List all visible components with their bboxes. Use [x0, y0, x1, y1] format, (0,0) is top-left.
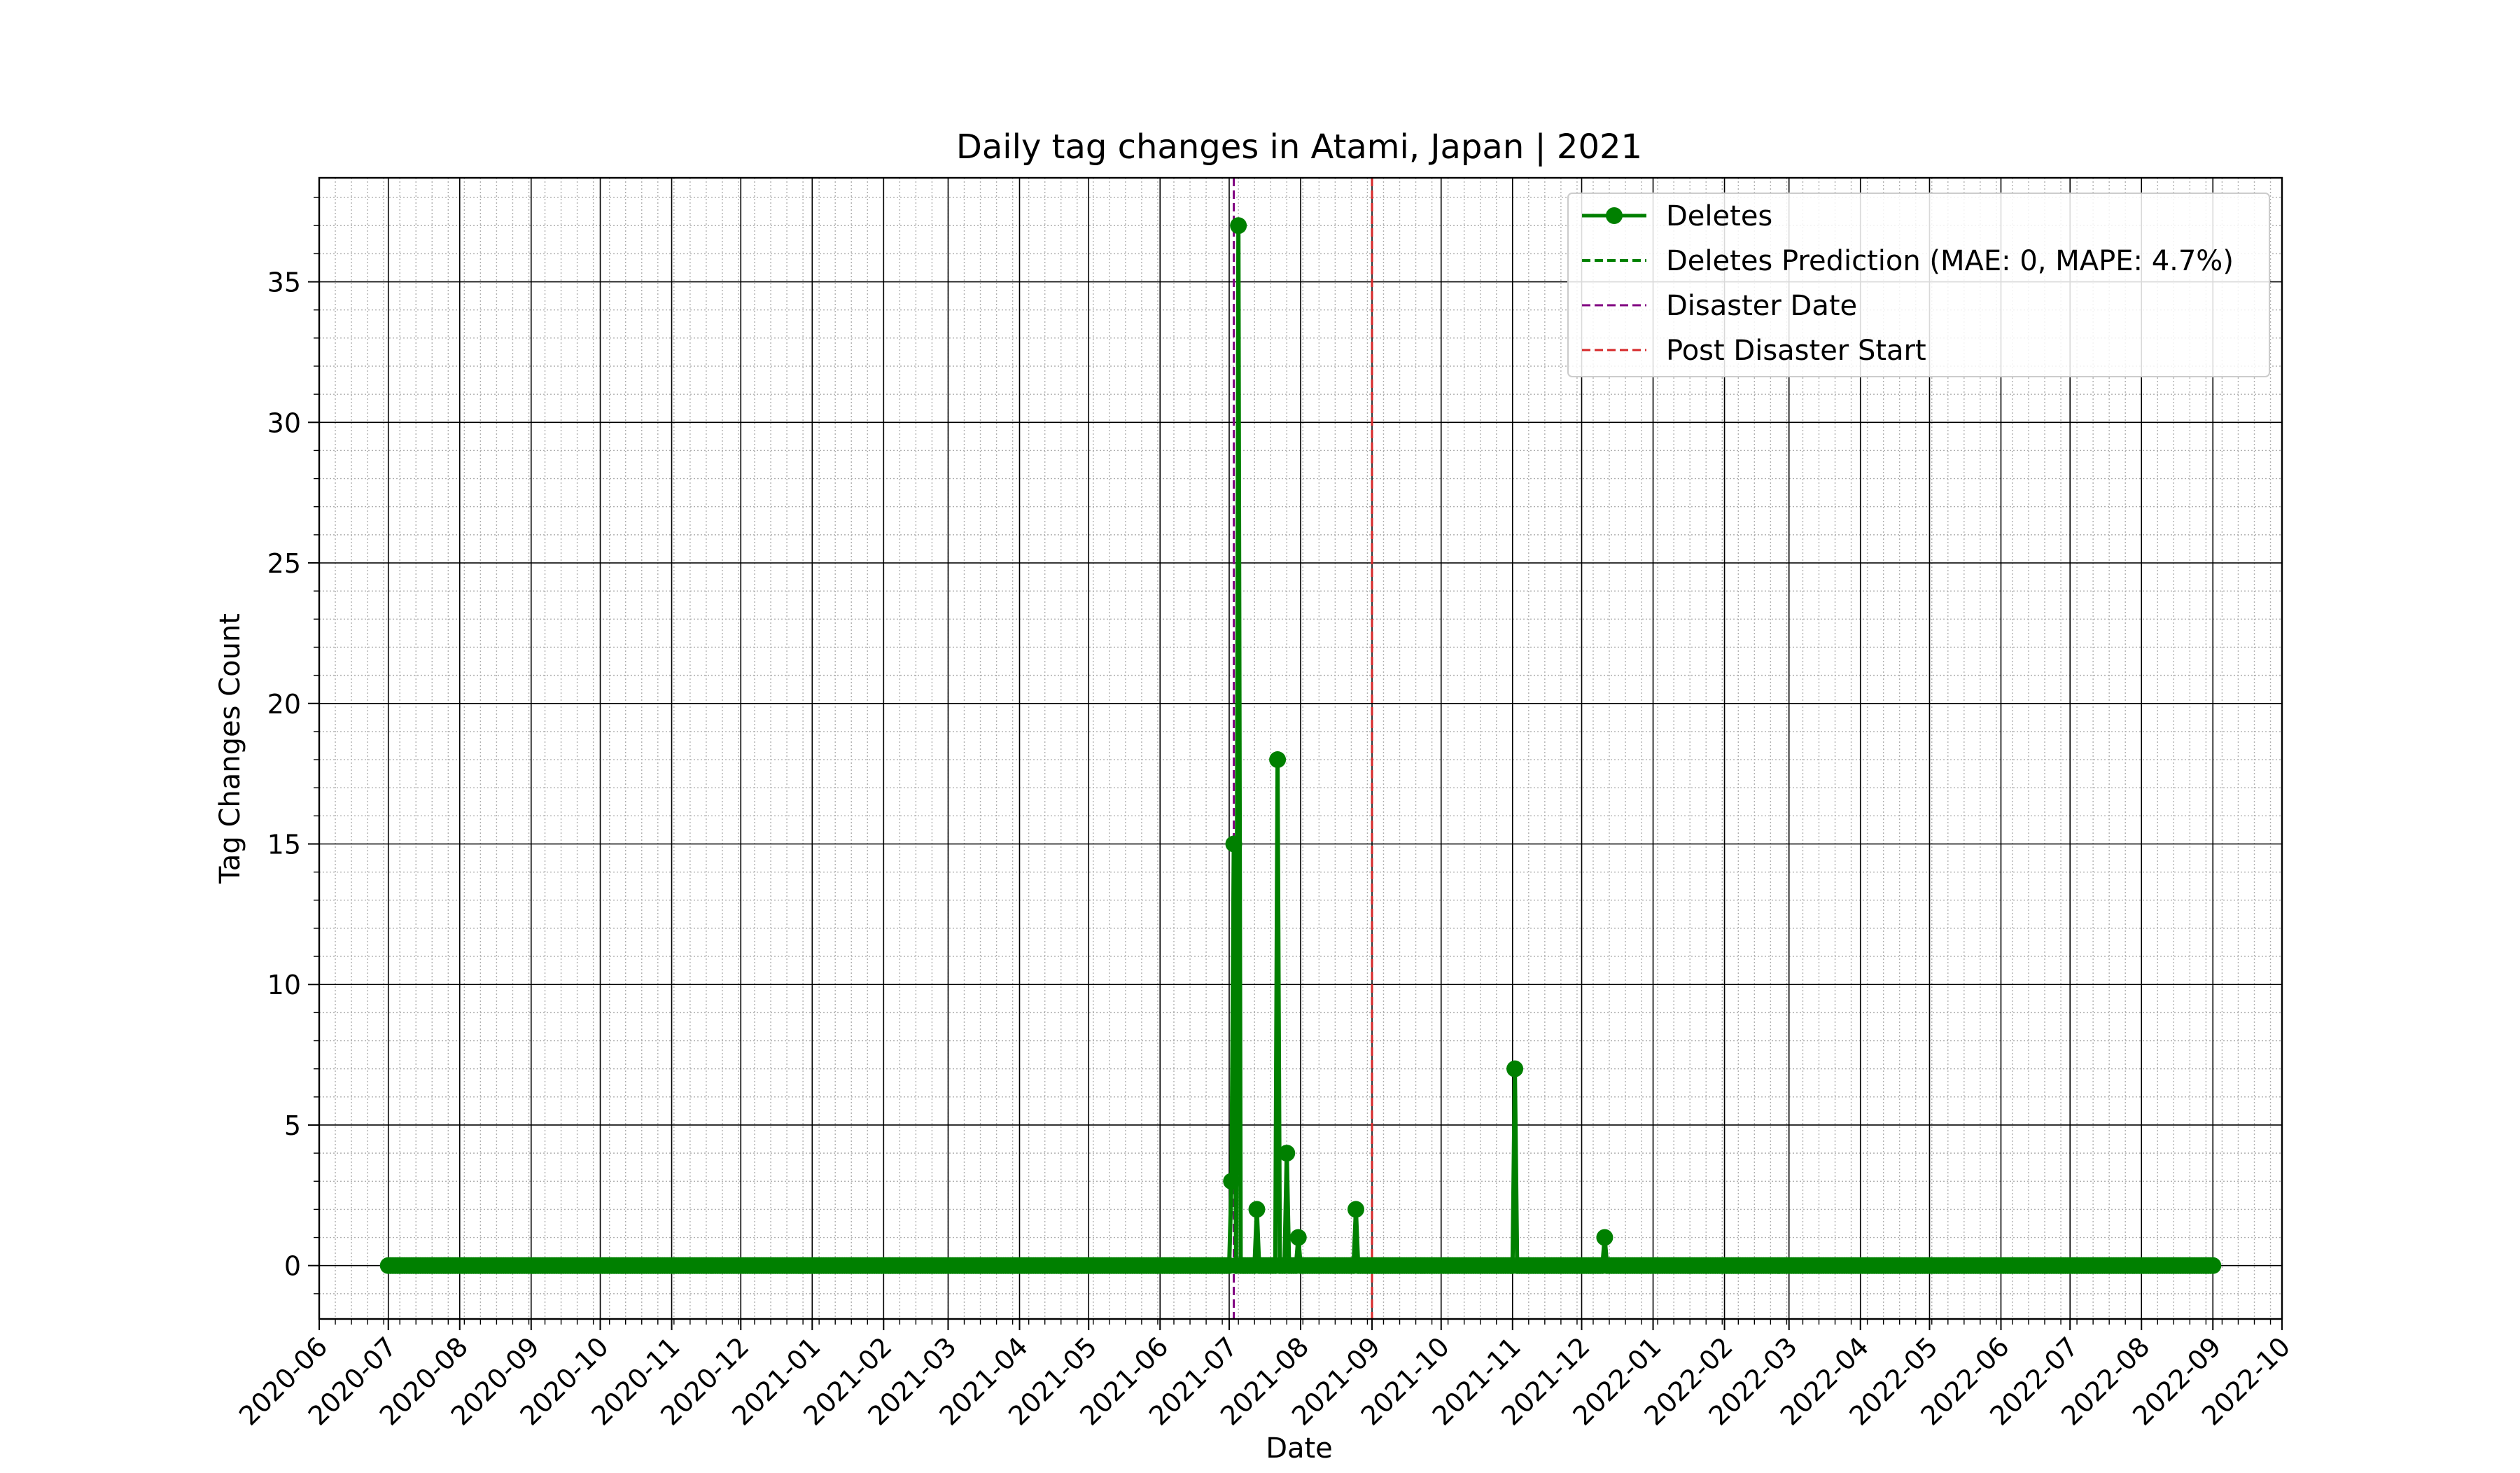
data-point — [1506, 1060, 1524, 1077]
y-tick-label: 20 — [267, 689, 301, 720]
y-tick-label: 15 — [267, 830, 301, 860]
series — [379, 217, 2222, 1274]
y-tick-label: 5 — [284, 1110, 301, 1141]
y-tick-label: 25 — [267, 548, 301, 579]
data-point — [1248, 1201, 1266, 1218]
data-point — [1347, 1201, 1364, 1218]
legend: Deletes Deletes Prediction (MAE: 0, MAPE:… — [1567, 193, 2270, 377]
data-point — [1289, 1229, 1307, 1246]
y-axis-label: Tag Changes Count — [214, 613, 246, 884]
y-tick-label: 30 — [267, 407, 301, 438]
y-tick-label: 10 — [267, 970, 301, 1000]
data-point — [1230, 217, 1247, 235]
legend-label: Deletes Prediction (MAE: 0, MAPE: 4.7%) — [1666, 245, 2234, 277]
legend-marker — [1606, 207, 1623, 224]
legend-label: Deletes — [1666, 200, 1772, 232]
data-point — [1223, 1173, 1240, 1190]
legend-box — [1567, 193, 2270, 377]
data-point — [1596, 1229, 1614, 1246]
x-axis-label: Date — [1266, 1432, 1333, 1465]
y-tick-label: 35 — [267, 267, 301, 298]
chart-title: Daily tag changes in Atami, Japan | 2021 — [956, 127, 1642, 167]
data-point — [1225, 835, 1242, 853]
data-point — [1269, 751, 1287, 769]
legend-label: Disaster Date — [1666, 290, 1857, 322]
y-tick-label: 0 — [284, 1251, 301, 1282]
legend-label: Post Disaster Start — [1666, 335, 1926, 367]
data-point — [1278, 1145, 1296, 1162]
